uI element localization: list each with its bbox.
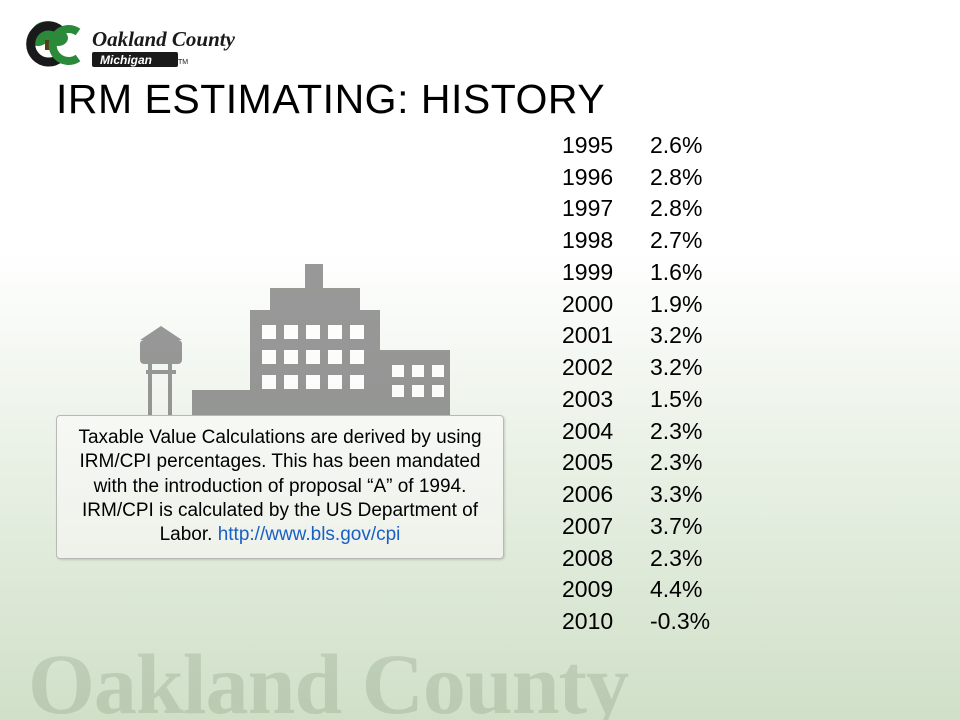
table-row: 19982.7%	[562, 225, 740, 257]
table-row: 20023.2%	[562, 352, 740, 384]
table-row: 20094.4%	[562, 574, 740, 606]
table-row: 20013.2%	[562, 320, 740, 352]
year-cell: 2007	[562, 511, 650, 543]
table-row: 19952.6%	[562, 130, 740, 162]
year-cell: 2002	[562, 352, 650, 384]
percent-cell: 2.7%	[650, 225, 740, 257]
year-cell: 1999	[562, 257, 650, 289]
percent-cell: 2.6%	[650, 130, 740, 162]
year-cell: 2001	[562, 320, 650, 352]
percent-cell: 2.8%	[650, 193, 740, 225]
percent-cell: 2.3%	[650, 543, 740, 575]
table-row: 20052.3%	[562, 447, 740, 479]
svg-text:TM: TM	[178, 59, 188, 66]
year-cell: 1996	[562, 162, 650, 194]
percent-cell: -0.3%	[650, 606, 740, 638]
percent-cell: 4.4%	[650, 574, 740, 606]
svg-text:Michigan: Michigan	[100, 53, 152, 67]
cpi-link[interactable]: http://www.bls.gov/cpi	[218, 524, 401, 545]
percent-cell: 1.5%	[650, 384, 740, 416]
year-cell: 2004	[562, 416, 650, 448]
table-row: 20073.7%	[562, 511, 740, 543]
table-row: 19991.6%	[562, 257, 740, 289]
percent-cell: 3.3%	[650, 479, 740, 511]
year-cell: 1995	[562, 130, 650, 162]
percent-cell: 1.6%	[650, 257, 740, 289]
year-cell: 1997	[562, 193, 650, 225]
percent-cell: 3.2%	[650, 352, 740, 384]
year-cell: 2010	[562, 606, 650, 638]
percent-cell: 1.9%	[650, 289, 740, 321]
table-row: 20063.3%	[562, 479, 740, 511]
percent-cell: 3.2%	[650, 320, 740, 352]
svg-text:Oakland County: Oakland County	[92, 27, 236, 51]
oakland-county-logo: Oakland County Michigan TM	[20, 18, 250, 74]
table-row: 20042.3%	[562, 416, 740, 448]
info-callout-box: Taxable Value Calculations are derived b…	[56, 415, 504, 559]
table-row: 20082.3%	[562, 543, 740, 575]
year-cell: 2003	[562, 384, 650, 416]
percent-cell: 3.7%	[650, 511, 740, 543]
table-row: 2010-0.3%	[562, 606, 740, 638]
year-cell: 2008	[562, 543, 650, 575]
year-cell: 2005	[562, 447, 650, 479]
year-cell: 2000	[562, 289, 650, 321]
table-row: 20031.5%	[562, 384, 740, 416]
percent-cell: 2.8%	[650, 162, 740, 194]
table-row: 19972.8%	[562, 193, 740, 225]
table-row: 19962.8%	[562, 162, 740, 194]
page-title: IRM ESTIMATING: HISTORY	[56, 76, 605, 123]
year-cell: 2009	[562, 574, 650, 606]
irm-history-table: 19952.6%19962.8%19972.8%19982.7%19991.6%…	[562, 130, 740, 638]
year-cell: 2006	[562, 479, 650, 511]
percent-cell: 2.3%	[650, 447, 740, 479]
percent-cell: 2.3%	[650, 416, 740, 448]
watermark-text: Oakland County	[28, 634, 628, 720]
table-row: 20001.9%	[562, 289, 740, 321]
year-cell: 1998	[562, 225, 650, 257]
slide-root: Oakland County Michigan TM IRM ESTIMATIN…	[0, 0, 960, 720]
